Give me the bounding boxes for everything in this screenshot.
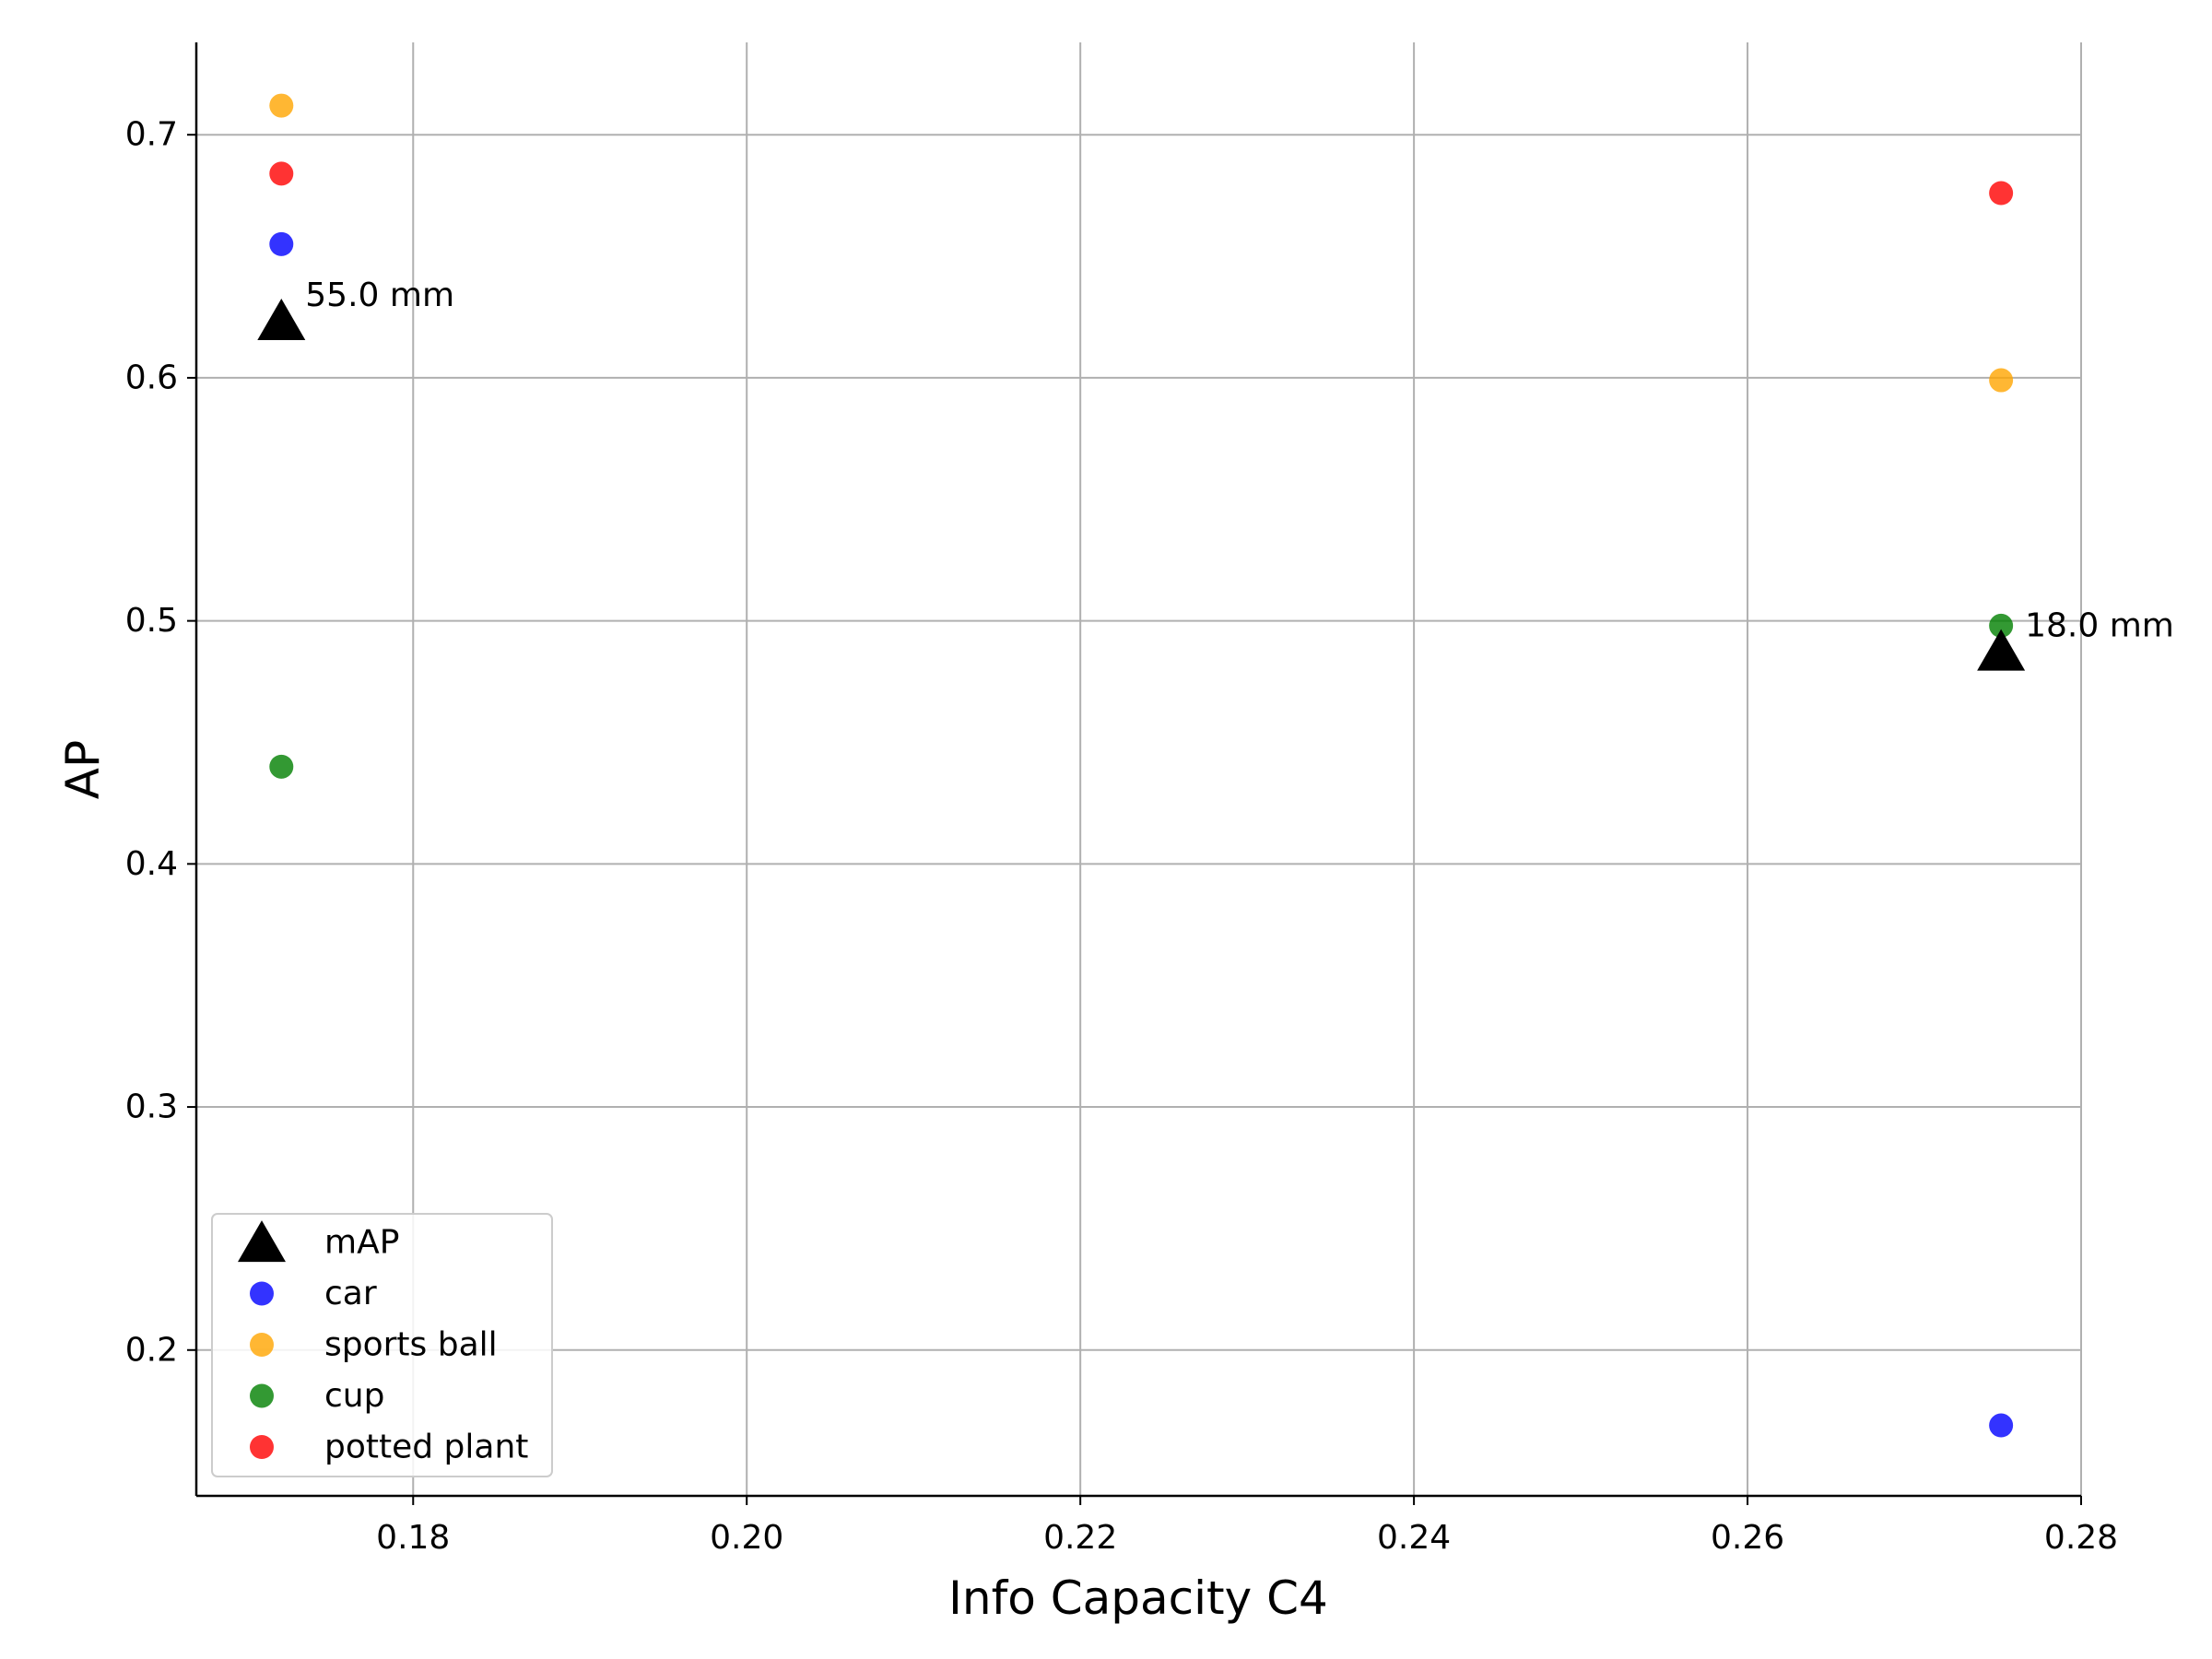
y-tick-label: 0.5 (125, 602, 178, 640)
y-tick-label: 0.2 (125, 1331, 178, 1369)
y-tick-label: 0.6 (125, 359, 178, 396)
x-tick-label: 0.24 (1377, 1519, 1451, 1557)
y-tick-label: 0.4 (125, 845, 178, 883)
legend-label: car (324, 1275, 377, 1312)
point-car (1989, 1413, 2014, 1438)
annotation-label: 18.0 mm (2025, 607, 2174, 645)
annotation-label: 55.0 mm (305, 276, 454, 314)
point-cup (1989, 613, 2014, 638)
point-potted-plant (269, 161, 294, 186)
x-axis-label: Info Capacity C4 (948, 1571, 1328, 1625)
legend-label: cup (324, 1377, 384, 1415)
point-cup (269, 754, 294, 779)
point-sports-ball (1989, 368, 2014, 393)
legend: mAP car sports ball cup potted plant (211, 1213, 553, 1477)
x-tick-label: 0.26 (1711, 1519, 1784, 1557)
legend-box (211, 1213, 553, 1477)
y-axis-label: AP (56, 740, 110, 799)
data-points (257, 93, 2026, 1438)
annotations: 55.0 mm 18.0 mm (305, 276, 2174, 645)
x-tick-label: 0.28 (2044, 1519, 2118, 1557)
x-tick-label: 0.20 (710, 1519, 783, 1557)
axes (194, 42, 2081, 1498)
y-ticks: 0.2 0.3 0.4 0.5 0.6 0.7 (125, 116, 196, 1369)
legend-marker-sports-ball (250, 1333, 274, 1357)
legend-label: sports ball (324, 1326, 498, 1364)
legend-marker-car (250, 1281, 274, 1306)
legend-marker-map (238, 1220, 286, 1263)
x-tick-label: 0.22 (1043, 1519, 1117, 1557)
point-sports-ball (269, 93, 294, 118)
x-tick-label: 0.18 (376, 1519, 450, 1557)
legend-label: potted plant (324, 1429, 528, 1466)
y-tick-label: 0.7 (125, 116, 178, 154)
point-car (269, 231, 294, 256)
legend-marker-cup (250, 1383, 274, 1408)
point-map (257, 298, 306, 341)
legend-label: mAP (324, 1224, 399, 1262)
point-map (1977, 629, 2026, 671)
x-ticks: 0.18 0.20 0.22 0.24 0.26 0.28 (376, 1496, 2118, 1557)
y-tick-label: 0.3 (125, 1088, 178, 1126)
legend-marker-potted-plant (250, 1435, 274, 1459)
point-potted-plant (1989, 181, 2014, 206)
